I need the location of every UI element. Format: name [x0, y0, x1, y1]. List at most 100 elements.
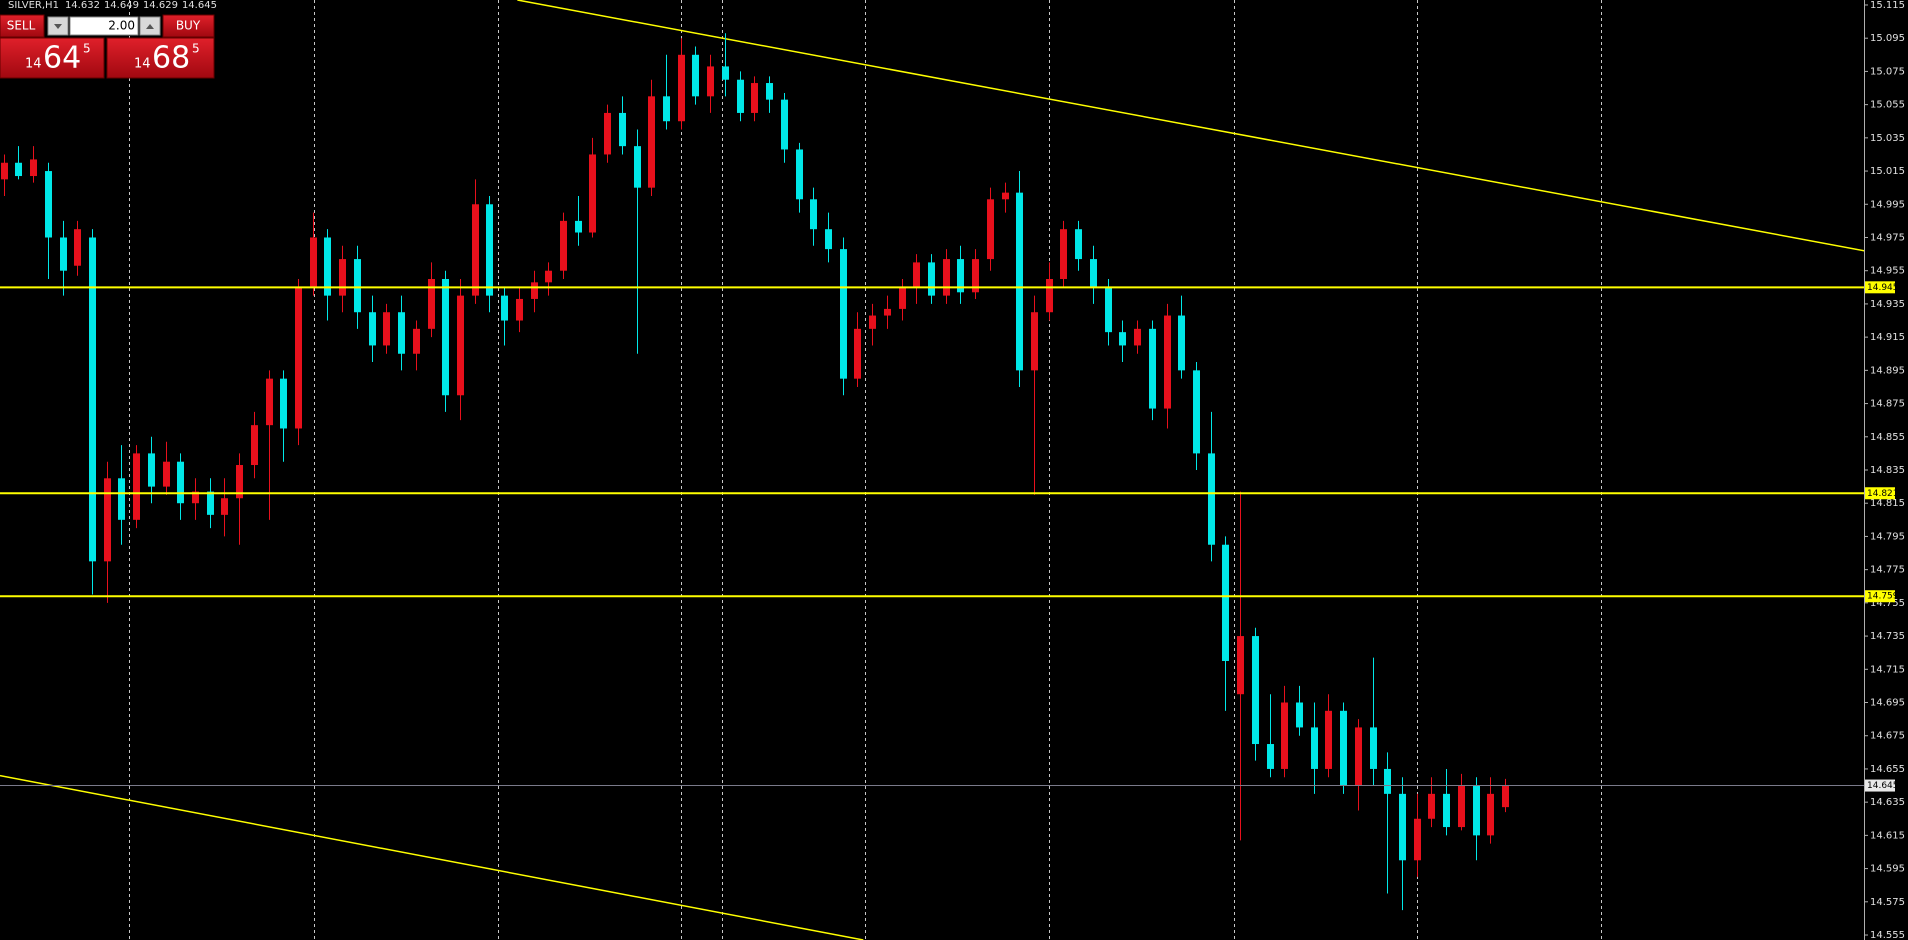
candle-body: [295, 287, 302, 429]
candle-body: [1325, 710, 1332, 769]
candle-body: [1384, 768, 1391, 794]
candle-body: [796, 149, 803, 200]
candle-body: [1237, 636, 1244, 695]
trend-line: [517, 0, 1864, 252]
y-tick-label: 14.555: [1870, 930, 1905, 940]
y-tick-label: 14.655: [1870, 764, 1905, 775]
candle-body: [413, 328, 420, 354]
y-tick-label: 15.015: [1870, 166, 1905, 177]
candle-body: [1458, 785, 1465, 828]
candle-body: [531, 282, 538, 299]
price-label-box: [1865, 779, 1895, 792]
candle-body: [118, 478, 125, 520]
bid-big: 64: [43, 41, 81, 76]
candle-body: [1428, 793, 1435, 819]
candle-body: [545, 270, 552, 283]
candle-body: [1046, 279, 1053, 313]
candle-body: [1149, 328, 1156, 409]
level-label: 14.821: [1867, 489, 1899, 499]
candle-body: [148, 453, 155, 487]
candle-body: [1281, 702, 1288, 769]
plot-area: [0, 0, 1864, 940]
last-high: 14.649: [104, 0, 139, 11]
candle-body: [1502, 785, 1509, 808]
candle-body: [74, 229, 81, 266]
candle-body: [957, 259, 964, 293]
header: SILVER,H1 14.632 14.649 14.629 14.645: [8, 0, 217, 11]
candle-body: [45, 171, 52, 238]
sell-button[interactable]: [0, 14, 45, 38]
level-label: 14.945: [1867, 283, 1899, 293]
ask-box[interactable]: [106, 37, 215, 79]
candle-body: [1296, 702, 1303, 728]
lot-input[interactable]: [69, 16, 139, 36]
y-tick-label: 14.575: [1870, 897, 1905, 908]
candle-body: [1031, 312, 1038, 371]
level-label-box: [1865, 487, 1895, 500]
candle-body: [177, 461, 184, 504]
ask-suffix: 5: [192, 42, 200, 56]
y-tick-label: 14.835: [1870, 465, 1905, 476]
y-tick-label: 14.715: [1870, 664, 1905, 675]
candle-body: [472, 204, 479, 296]
y-tick-label: 14.875: [1870, 399, 1905, 410]
y-tick-label: 15.035: [1870, 133, 1905, 144]
y-tick-label: 14.935: [1870, 299, 1905, 310]
bid-suffix: 5: [83, 42, 91, 56]
y-tick-label: 15.075: [1870, 66, 1905, 77]
y-tick-label: 14.895: [1870, 365, 1905, 376]
candle-body: [324, 237, 331, 296]
level-label-box: [1865, 281, 1895, 294]
candle-body: [692, 54, 699, 97]
candle-body: [928, 262, 935, 296]
buy-label: BUY: [176, 19, 201, 33]
buy-button[interactable]: [162, 14, 215, 38]
candle-body: [604, 112, 611, 155]
candle-body: [30, 159, 37, 177]
candle-body: [369, 312, 376, 346]
symbol: SILVER,H1: [8, 0, 59, 11]
candle-body: [486, 204, 493, 296]
candle-body: [751, 83, 758, 113]
lot-up-arrow: [146, 24, 154, 29]
trade-panel: SELL 2.00 BUY 14 64 5 14 68 5: [0, 14, 215, 79]
candle-body: [1002, 192, 1009, 200]
candle-body: [766, 83, 773, 100]
candle-body: [1267, 744, 1274, 769]
candle-body: [781, 99, 788, 150]
y-tick-label: 15.055: [1870, 100, 1905, 111]
candle-body: [1370, 727, 1377, 769]
candle-body: [383, 312, 390, 346]
y-tick-label: 14.855: [1870, 432, 1905, 443]
y-tick-label: 15.115: [1870, 0, 1905, 11]
candle-body: [1414, 818, 1421, 861]
ask-big: 68: [152, 41, 190, 76]
candle-body: [1119, 332, 1126, 346]
y-tick-label: 14.595: [1870, 864, 1905, 875]
candle-body: [943, 259, 950, 296]
sell-label[interactable]: SELL: [7, 19, 36, 33]
candle-body: [354, 259, 361, 313]
candle-body: [1443, 793, 1450, 828]
candle-body: [1208, 453, 1215, 545]
candle-body: [678, 54, 685, 122]
candle-body: [60, 237, 67, 271]
y-tick-label: 14.795: [1870, 531, 1905, 542]
candle-body: [1134, 328, 1141, 346]
last-close: 14.645: [182, 0, 217, 11]
price-axis: 15.115 15.095 15.075 15.055 15.035 15.015 14.9…: [1864, 0, 1905, 940]
candle-body: [516, 298, 523, 321]
candle-body: [398, 312, 405, 354]
y-tick-label: 14.815: [1870, 498, 1905, 509]
lot-down-arrow: [54, 24, 62, 29]
y-tick-label: 14.735: [1870, 631, 1905, 642]
y-tick-label: 14.915: [1870, 332, 1905, 343]
candle-body: [884, 308, 891, 316]
level-label-box: [1865, 590, 1895, 603]
y-tick-label: 14.635: [1870, 797, 1905, 808]
candle-body: [310, 237, 317, 288]
candle-body: [207, 491, 214, 515]
candle-body: [1355, 727, 1362, 786]
bid-box[interactable]: [0, 37, 105, 79]
